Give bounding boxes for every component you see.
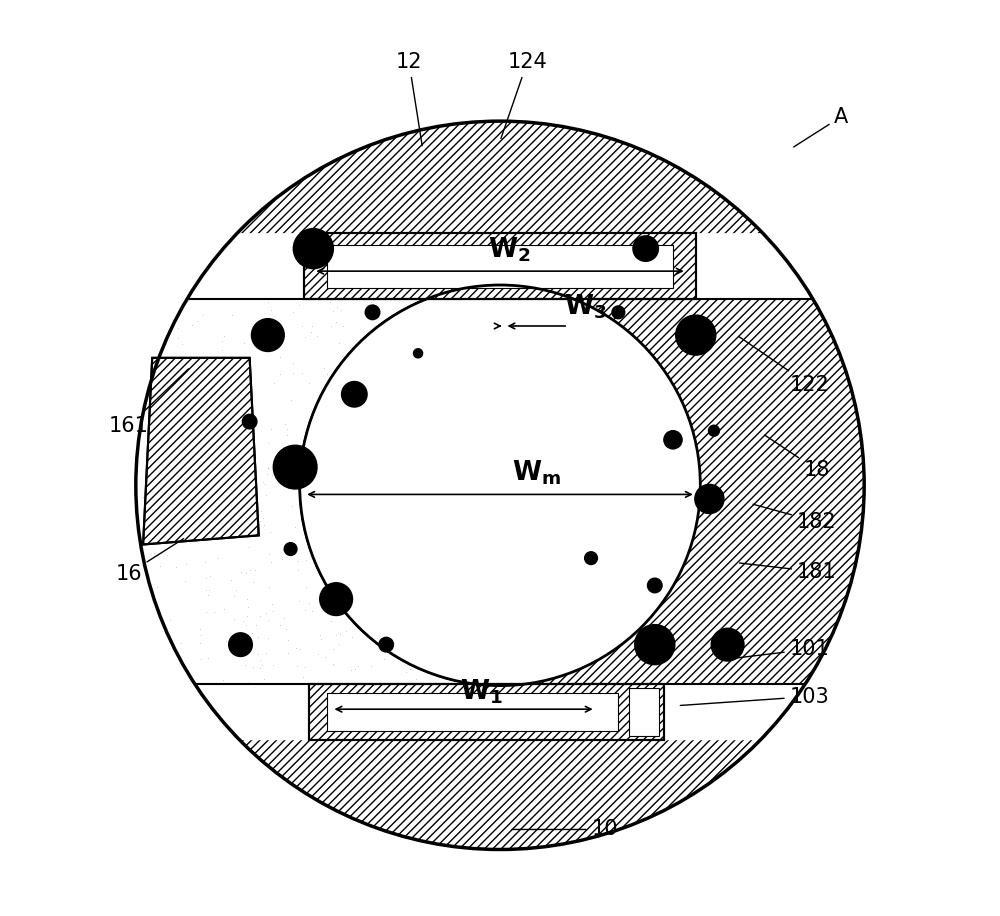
Polygon shape <box>143 358 259 544</box>
Polygon shape <box>527 299 864 683</box>
Text: 124: 124 <box>501 52 547 138</box>
Text: 161: 161 <box>109 369 188 436</box>
Circle shape <box>229 633 252 657</box>
Circle shape <box>293 229 333 268</box>
Circle shape <box>320 583 353 616</box>
Circle shape <box>242 414 257 429</box>
Circle shape <box>342 382 367 407</box>
Text: 122: 122 <box>739 337 829 395</box>
Text: 10: 10 <box>512 820 618 839</box>
Text: 12: 12 <box>396 52 422 146</box>
Text: $\mathbf{W_m}$: $\mathbf{W_m}$ <box>512 459 561 487</box>
Circle shape <box>633 235 658 261</box>
Text: 101: 101 <box>721 639 829 660</box>
Text: $\mathbf{W_1}$: $\mathbf{W_1}$ <box>460 678 503 706</box>
Circle shape <box>365 305 380 320</box>
Circle shape <box>585 551 597 564</box>
Bar <box>304 233 696 299</box>
Circle shape <box>379 638 393 652</box>
Circle shape <box>647 578 662 593</box>
Circle shape <box>708 425 719 436</box>
Circle shape <box>273 445 317 489</box>
Text: $\mathbf{W_2}$: $\mathbf{W_2}$ <box>488 235 530 264</box>
Bar <box>304 233 696 299</box>
Bar <box>327 692 618 731</box>
Circle shape <box>612 306 625 319</box>
Text: 181: 181 <box>739 562 837 582</box>
Circle shape <box>695 485 724 514</box>
Text: 182: 182 <box>753 504 837 531</box>
Circle shape <box>635 625 675 665</box>
Text: $\mathbf{W_3}$: $\mathbf{W_3}$ <box>564 293 606 322</box>
Circle shape <box>136 121 864 849</box>
Bar <box>629 688 659 736</box>
Bar <box>309 683 664 740</box>
Polygon shape <box>240 740 760 849</box>
Text: A: A <box>794 106 849 147</box>
Text: 18: 18 <box>765 435 830 480</box>
Polygon shape <box>237 121 763 233</box>
Circle shape <box>251 319 284 352</box>
Polygon shape <box>187 121 864 849</box>
Circle shape <box>414 349 423 358</box>
Text: 103: 103 <box>680 686 829 706</box>
Polygon shape <box>187 285 813 299</box>
Circle shape <box>300 285 700 685</box>
Bar <box>309 683 664 740</box>
Circle shape <box>664 431 682 449</box>
Circle shape <box>711 628 744 661</box>
Bar <box>327 245 673 288</box>
Circle shape <box>676 315 716 355</box>
Text: 16: 16 <box>115 539 184 583</box>
Polygon shape <box>195 683 805 685</box>
Circle shape <box>284 542 297 555</box>
